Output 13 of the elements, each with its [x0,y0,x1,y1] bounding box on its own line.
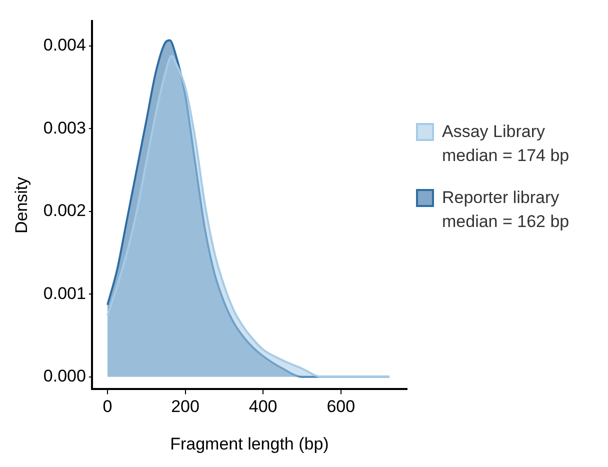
x-tick-label: 400 [248,397,278,416]
y-tick-label: 0.004 [43,36,86,55]
y-tick-label: 0.002 [43,201,86,220]
legend-label: Reporter library median = 162 bp [442,187,570,233]
x-tick-label: 600 [326,397,356,416]
y-tick-label: 0.003 [43,118,86,138]
x-axis-title: Fragment length (bp) [170,434,329,454]
y-tick-label: 0.001 [43,284,86,303]
x-tick-label: 0 [102,397,112,416]
y-axis-title: Density [12,176,31,234]
x-tick-label: 200 [171,397,200,416]
y-tick-label: 0.000 [43,366,86,386]
legend-label: Assay Library median = 174 bp [442,121,570,167]
